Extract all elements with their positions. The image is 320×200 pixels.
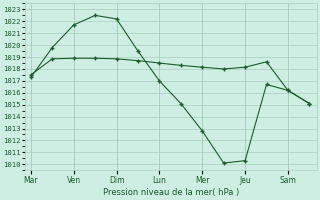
X-axis label: Pression niveau de la mer( hPa ): Pression niveau de la mer( hPa ) (103, 188, 239, 197)
